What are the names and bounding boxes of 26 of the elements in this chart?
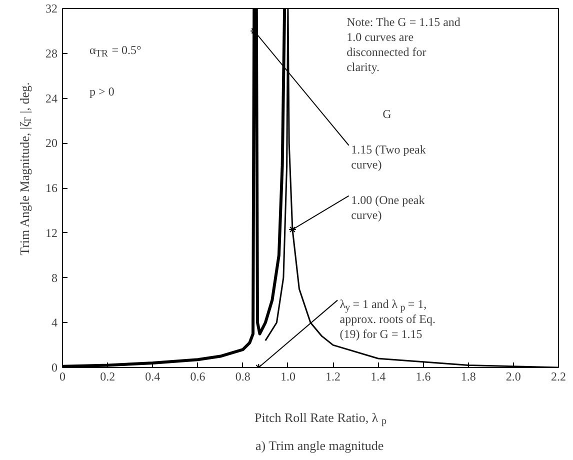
x-tick-label: 2.2: [551, 370, 566, 384]
annotation: p > 0: [90, 84, 114, 99]
annotation: 1.15 (Two peak curve): [351, 142, 426, 172]
text: a) Trim angle magnitude: [256, 438, 384, 453]
y-tick-label: 24: [46, 91, 58, 106]
y-tick-label: 16: [46, 181, 58, 195]
annotation: 1.00 (One peak curve): [351, 192, 425, 222]
annotation: Note: The G = 1.15 and 1.0 curves are disconnected for clarity.: [346, 14, 460, 74]
y-tick-label: 4: [52, 316, 58, 330]
y-tick-label: 8: [52, 270, 58, 285]
x-tick-label: 1.6: [416, 370, 431, 384]
x-tick-label: 1.4: [370, 370, 386, 384]
x-tick-label: 0.8: [235, 370, 250, 384]
y-tick-label: 12: [46, 226, 58, 240]
x-tick-label: 2.0: [506, 370, 521, 384]
y-tick-label: 20: [46, 136, 58, 150]
x-tick-label: 0.4: [145, 370, 160, 384]
y-tick-label: 28: [46, 46, 58, 60]
y-tick-label: 32: [46, 2, 58, 16]
x-tick-label: 0.6: [190, 370, 206, 384]
x-tick-label: 0.2: [100, 370, 116, 384]
x-tick-label: 1.0: [280, 370, 296, 384]
annotation: G: [382, 106, 392, 121]
x-tick-label: 1.8: [460, 370, 476, 384]
x-tick-label: 1.2: [326, 370, 341, 384]
y-tick-label: 0: [52, 360, 58, 374]
